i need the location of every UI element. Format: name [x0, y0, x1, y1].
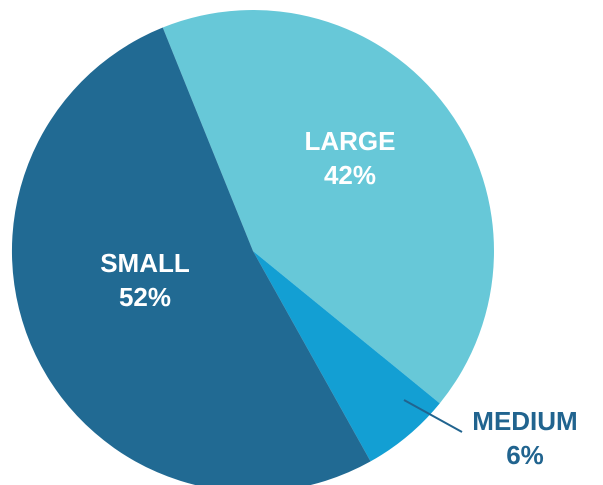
- pie-labels: LARGE 42% MEDIUM 6% SMALL 52%: [100, 126, 577, 470]
- slice-label-small: SMALL: [100, 248, 190, 278]
- slice-value-medium: 6%: [506, 440, 544, 470]
- pie-slice-large: [162, 10, 494, 404]
- slice-label-medium: MEDIUM: [472, 406, 577, 436]
- callout-line-medium: [403, 399, 463, 433]
- pie-slices: [11, 10, 494, 485]
- slice-value-small: 52%: [119, 282, 171, 312]
- slice-label-large: LARGE: [305, 126, 396, 156]
- pie-slice-medium: [253, 251, 440, 462]
- slice-value-large: 42%: [324, 160, 376, 190]
- pie-slice-small: [11, 27, 371, 485]
